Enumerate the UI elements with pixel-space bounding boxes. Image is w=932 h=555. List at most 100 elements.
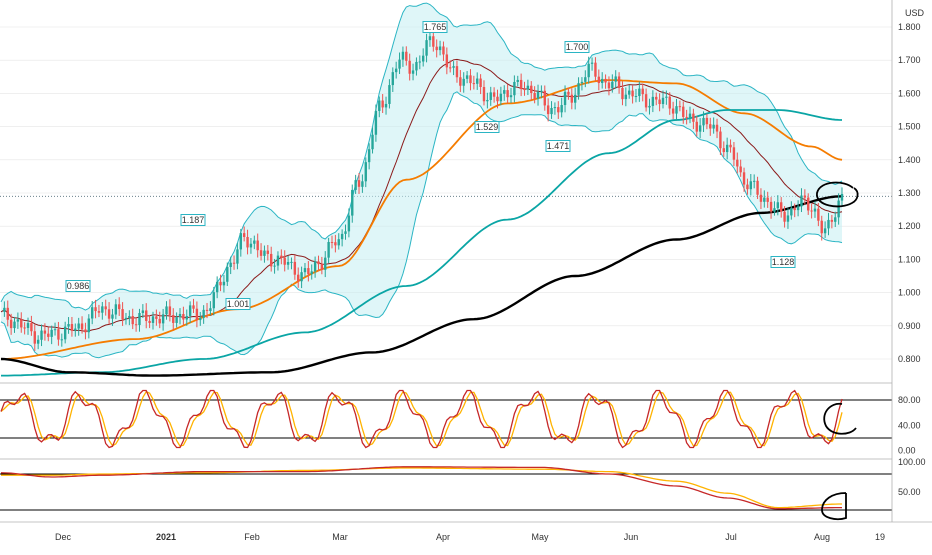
candle-body [776, 202, 780, 209]
candle-body [300, 272, 303, 282]
candle-body [74, 328, 77, 331]
candle-body [128, 315, 131, 318]
time-axis-label: 2021 [156, 532, 176, 542]
candle-body [513, 81, 516, 96]
price-tick-label: 0.900 [898, 321, 921, 331]
candle-body [702, 117, 705, 126]
candle-body [817, 208, 820, 221]
candle-body [408, 60, 411, 74]
candle-body [516, 79, 519, 82]
price-callout-box [564, 41, 590, 53]
candle-body [644, 94, 648, 108]
candle-body [90, 307, 94, 319]
candle-body [624, 94, 628, 100]
candle-body [215, 281, 219, 293]
price-tick-label: 1.400 [898, 155, 921, 165]
candle-body [442, 46, 445, 55]
candle-body [611, 81, 614, 89]
candle-body [151, 316, 155, 323]
candle-body [354, 180, 357, 190]
candle-body [270, 253, 273, 267]
candle-body [20, 319, 23, 328]
candle-body [567, 91, 570, 95]
candle-body [259, 250, 263, 256]
price-callout-box [225, 298, 251, 310]
candle-body [641, 88, 644, 95]
price-callout-box [770, 256, 796, 268]
candle-body [648, 105, 651, 108]
candle-body [57, 329, 60, 340]
candle-body [786, 215, 790, 222]
time-axis-label: Dec [55, 532, 72, 542]
candle-body [33, 331, 36, 344]
candle-body [479, 78, 482, 87]
oscillator-1-slow-line [0, 390, 843, 447]
candle-body [445, 54, 449, 68]
candle-body [202, 309, 205, 318]
candle-body [590, 62, 594, 64]
candle-body [394, 68, 398, 73]
candle-body [415, 61, 418, 71]
candle-body [286, 261, 290, 265]
candle-body [746, 184, 749, 190]
candle-body [26, 323, 30, 328]
candle-body [557, 107, 560, 113]
candle-body [124, 317, 128, 320]
bollinger-upper-line [0, 2, 843, 311]
price-tick-label: 1.600 [898, 88, 921, 98]
candle-body [813, 208, 817, 212]
candle-body [800, 195, 803, 207]
candle-body [290, 261, 293, 263]
candle-body [435, 46, 438, 51]
oscillator-2-fast-line [0, 466, 842, 510]
candle-body [36, 339, 40, 344]
candle-body [121, 309, 124, 320]
candle-body [823, 228, 827, 234]
candle-body [729, 144, 732, 148]
candle-body [742, 172, 746, 185]
candle-body [421, 55, 425, 62]
candle-body [763, 197, 766, 202]
candle-body [661, 97, 665, 105]
candle-body [16, 319, 20, 322]
candle-body [94, 307, 97, 312]
candle-body [283, 257, 286, 265]
candle-body [9, 319, 13, 329]
candle-body [543, 90, 546, 106]
candle-body [185, 315, 188, 320]
oscillator-2-tick-label: 100.00 [898, 457, 926, 467]
candle-body [418, 61, 422, 63]
candle-body [80, 323, 84, 330]
candle-body [357, 180, 361, 187]
candle-body [523, 89, 526, 91]
price-callout-box [545, 140, 571, 152]
candle-body [378, 100, 381, 111]
candle-body [107, 309, 111, 319]
candle-body [499, 93, 503, 102]
ma-200-line [0, 195, 843, 377]
candle-body [425, 40, 428, 56]
ma-100-line [1, 109, 843, 377]
candle-body [705, 117, 709, 125]
candle-body [276, 255, 280, 266]
price-callout-box [422, 21, 448, 33]
candle-body [607, 82, 611, 89]
candle-body [229, 262, 232, 268]
candle-body [462, 78, 465, 86]
candle-body [411, 70, 415, 74]
candle-body [30, 323, 33, 332]
candle-body [651, 96, 655, 106]
candle-body [752, 180, 756, 182]
candle-body [546, 105, 550, 115]
candle-body [158, 318, 161, 324]
candle-body [526, 85, 530, 90]
candle-body [482, 86, 486, 102]
oscillator-1-fast-line [0, 389, 843, 449]
candle-body [634, 95, 638, 97]
price-callout-label: 1.700 [566, 42, 589, 52]
candle-body [280, 255, 283, 258]
candle-body [688, 113, 692, 118]
bollinger-band-fill [1, 3, 842, 358]
candle-body [725, 144, 729, 153]
candle-body [242, 233, 246, 237]
